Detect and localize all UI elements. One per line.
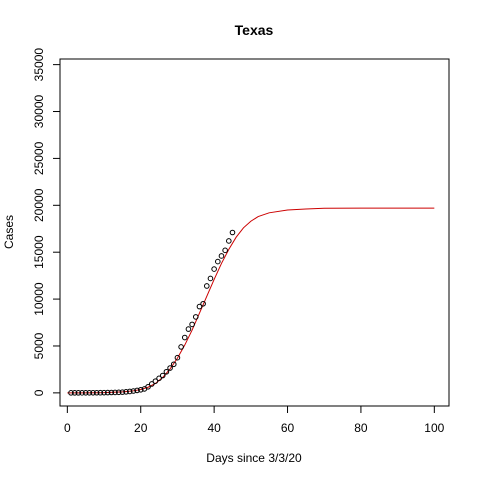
y-axis-title: Cases [2, 215, 16, 249]
data-point [170, 361, 177, 368]
data-point [218, 253, 225, 259]
data-point [226, 238, 232, 244]
data-point [185, 326, 192, 332]
data-point [86, 390, 93, 396]
x-tick-label: 80 [354, 421, 368, 435]
x-tick-label: 0 [64, 421, 71, 435]
data-point [152, 378, 159, 384]
x-tick-label: 100 [424, 421, 444, 435]
data-point [207, 275, 214, 282]
x-tick-label: 40 [207, 421, 221, 435]
data-point [119, 389, 126, 395]
data-point [79, 390, 85, 396]
data-point [192, 314, 199, 320]
data-point [159, 372, 166, 379]
points-layer [68, 229, 236, 396]
data-point [229, 229, 236, 236]
data-point [68, 390, 74, 396]
data-point [137, 386, 144, 393]
data-point [178, 344, 184, 350]
x-axis: 0 20 40 60 80 100 [64, 405, 445, 435]
data-point [108, 389, 115, 396]
data-point [130, 388, 137, 394]
y-tick-label: 5000 [32, 332, 46, 359]
data-point [104, 389, 111, 396]
y-tick-label: 10000 [32, 282, 46, 316]
data-point [112, 389, 118, 396]
data-point [156, 375, 162, 382]
y-tick-label: 0 [32, 389, 46, 396]
chart-title: Texas [235, 22, 274, 38]
data-point [71, 390, 78, 396]
data-point [101, 389, 107, 396]
data-point [222, 247, 228, 254]
data-point [82, 390, 89, 396]
y-axis: 0 5000 10000 15000 20000 25000 30000 35000 [32, 48, 61, 396]
data-point [167, 365, 173, 371]
data-point [93, 389, 100, 396]
data-point [163, 368, 170, 375]
y-tick-label: 15000 [32, 235, 46, 269]
x-axis-title: Days since 3/3/20 [206, 451, 302, 465]
data-point [97, 389, 104, 396]
y-tick-label: 30000 [32, 95, 46, 129]
data-point [126, 388, 133, 395]
data-point [200, 300, 206, 307]
x-tick-label: 20 [134, 421, 148, 435]
data-point [134, 387, 140, 394]
y-tick-label: 35000 [32, 48, 46, 82]
data-point [148, 381, 155, 387]
data-point [75, 390, 82, 396]
data-point [123, 389, 129, 395]
y-tick-label: 20000 [32, 188, 46, 222]
data-point [189, 321, 195, 328]
data-point [215, 258, 221, 265]
data-point [203, 283, 210, 289]
y-tick-label: 25000 [32, 141, 46, 175]
data-point [196, 303, 203, 310]
x-tick-label: 60 [281, 421, 295, 435]
data-point [174, 354, 181, 361]
data-point [90, 389, 96, 396]
data-point [211, 266, 217, 272]
data-point [181, 334, 188, 341]
data-point [115, 389, 122, 396]
data-point [145, 383, 151, 390]
